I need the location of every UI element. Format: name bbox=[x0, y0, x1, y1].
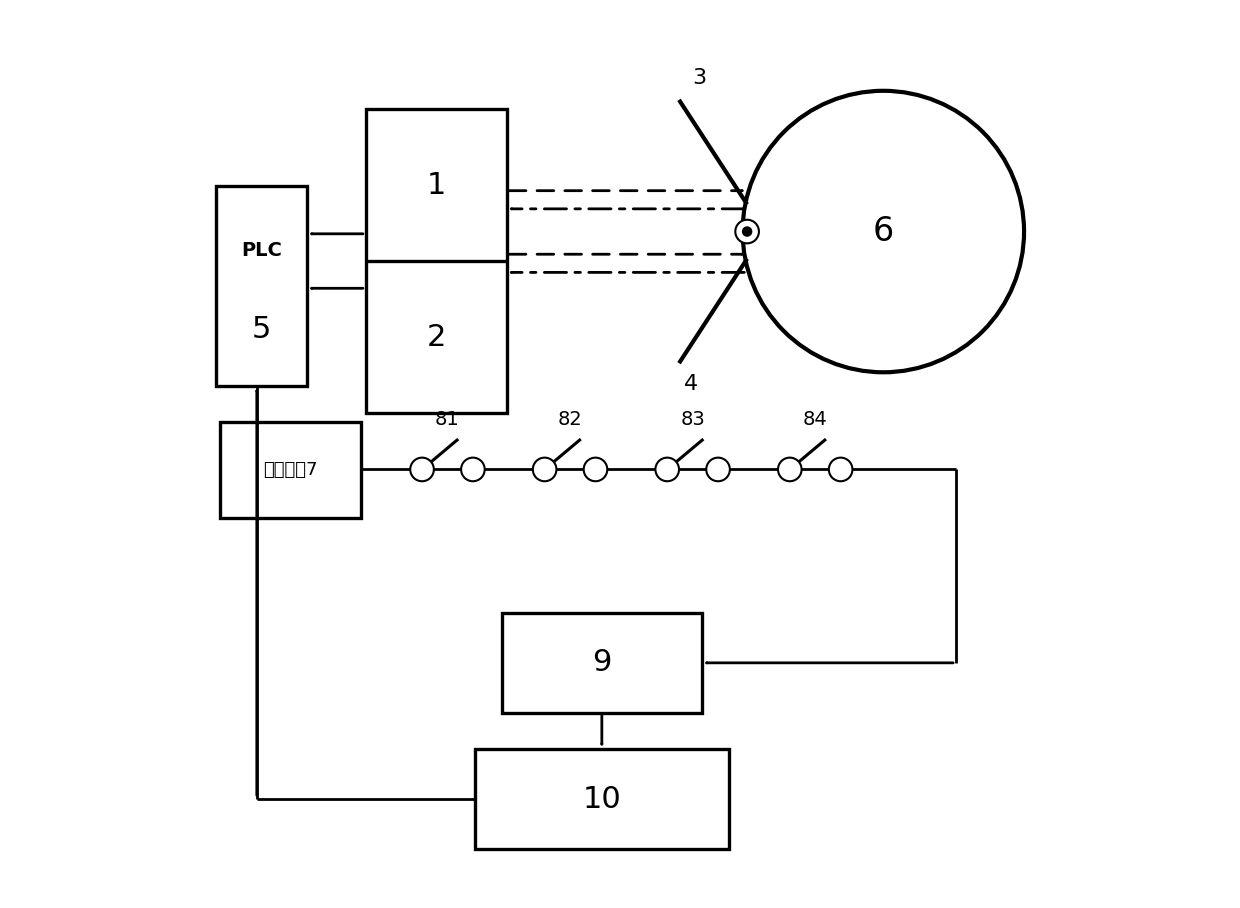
Circle shape bbox=[656, 458, 680, 481]
Text: 84: 84 bbox=[802, 410, 827, 429]
Circle shape bbox=[533, 458, 557, 481]
Text: 2: 2 bbox=[427, 322, 446, 351]
Circle shape bbox=[461, 458, 485, 481]
Bar bbox=[216, 186, 306, 386]
Text: 3: 3 bbox=[693, 67, 707, 87]
Text: 1: 1 bbox=[427, 171, 446, 200]
Bar bbox=[475, 749, 729, 849]
Circle shape bbox=[584, 458, 608, 481]
Text: 直流电源7: 直流电源7 bbox=[264, 461, 319, 479]
Circle shape bbox=[410, 458, 434, 481]
Circle shape bbox=[743, 91, 1024, 372]
Text: 6: 6 bbox=[873, 215, 894, 248]
Circle shape bbox=[735, 220, 759, 243]
Text: 4: 4 bbox=[683, 374, 698, 394]
Text: 82: 82 bbox=[558, 410, 583, 429]
Text: 5: 5 bbox=[252, 315, 272, 344]
Bar bbox=[221, 422, 361, 518]
Circle shape bbox=[707, 458, 730, 481]
Text: 10: 10 bbox=[583, 785, 621, 814]
Bar bbox=[366, 109, 506, 413]
Circle shape bbox=[828, 458, 852, 481]
Text: PLC: PLC bbox=[241, 241, 281, 260]
Bar bbox=[502, 613, 702, 713]
Text: 81: 81 bbox=[435, 410, 460, 429]
Circle shape bbox=[777, 458, 801, 481]
Text: 9: 9 bbox=[593, 648, 611, 677]
Circle shape bbox=[743, 227, 751, 236]
Text: 83: 83 bbox=[681, 410, 706, 429]
